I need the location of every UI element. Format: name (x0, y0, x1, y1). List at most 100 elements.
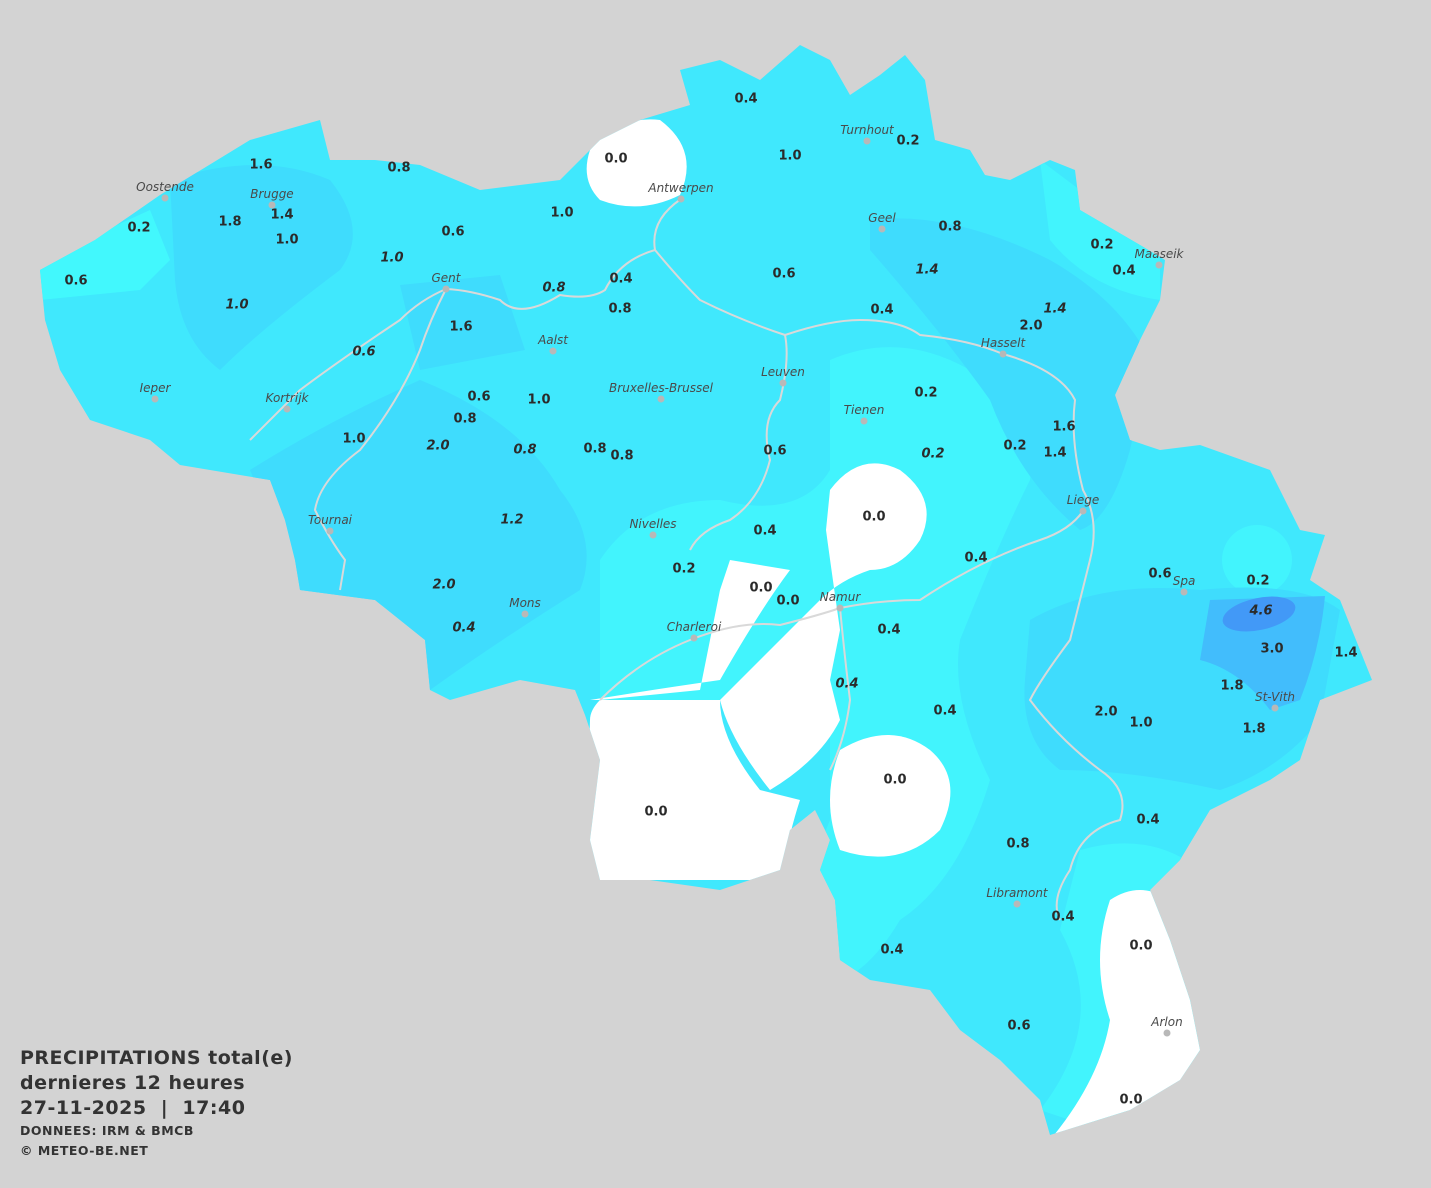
legend-datetime: 27-11-2025 | 17:40 (20, 1097, 246, 1119)
zone-light (1040, 160, 1160, 300)
station-value: 1.0 (275, 232, 299, 248)
city-marker (878, 225, 886, 233)
city-marker (326, 527, 334, 535)
map-legend: PRECIPITATIONS total(e) dernieres 12 heu… (20, 1046, 293, 1161)
city-label: Brugge (250, 187, 294, 201)
station-value: 0.4 (1112, 263, 1136, 279)
station-value: 0.2 (672, 561, 696, 577)
city-marker (442, 285, 450, 293)
station-value: 0.4 (880, 942, 904, 958)
station-value: 0.4 (1051, 909, 1075, 925)
station-value: 2.0 (1094, 704, 1118, 720)
station-value: 1.0 (342, 431, 366, 447)
station-value: 0.8 (583, 441, 607, 457)
station-value: 1.8 (218, 214, 242, 230)
zone-medium (870, 218, 1150, 531)
station-value: 1.0 (527, 392, 551, 408)
station-value: 0.8 (938, 219, 962, 235)
city-marker (151, 395, 159, 403)
station-value: 0.6 (64, 273, 88, 289)
station-value: 0.4 (964, 550, 988, 566)
city-label: Ieper (139, 381, 171, 395)
station-value: 0.2 (1246, 573, 1270, 589)
city-label: St-Vith (1254, 690, 1296, 704)
city-label: Hasselt (980, 336, 1026, 350)
zone-medium (170, 165, 353, 370)
station-value: 0.4 (753, 523, 777, 539)
city-marker (836, 604, 844, 612)
city-label: Maaseik (1134, 247, 1184, 261)
station-value: 0.2 (914, 385, 938, 401)
station-value: 0.8 (513, 442, 537, 458)
city-label: Libramont (986, 886, 1048, 900)
city-marker (1163, 1029, 1171, 1037)
zone-zero (586, 119, 687, 207)
station-value: 0.4 (835, 676, 859, 692)
city-label: Geel (868, 211, 896, 225)
city-marker (677, 195, 685, 203)
rivers (249, 198, 1124, 921)
station-value: 3.0 (1260, 641, 1284, 657)
station-value: 0.4 (877, 622, 901, 638)
station-value: 0.6 (1007, 1018, 1031, 1034)
city-marker (268, 201, 276, 209)
city-marker (1079, 507, 1087, 515)
station-value: 0.0 (1119, 1092, 1143, 1108)
city-marker (521, 610, 529, 618)
legend-source: DONNEES: IRM & BMCB (20, 1123, 194, 1138)
city-label: Kortrijk (265, 391, 309, 405)
station-value: 0.2 (1090, 237, 1114, 253)
legend-period: dernieres 12 heures (20, 1072, 246, 1094)
station-value: 0.6 (352, 344, 376, 360)
city-marker (779, 379, 787, 387)
city-marker (161, 194, 169, 202)
station-value: 1.0 (550, 205, 574, 221)
city-label: Antwerpen (648, 181, 714, 195)
station-value: 1.8 (1220, 678, 1244, 694)
city-label: Turnhout (840, 123, 894, 137)
station-value: 0.6 (467, 389, 491, 405)
city-label: Spa (1172, 574, 1196, 588)
station-value: 0.8 (453, 411, 477, 427)
city-label: Namur (819, 590, 861, 604)
station-value: 0.8 (608, 301, 632, 317)
station-value: 0.0 (862, 509, 886, 525)
station-value: 2.0 (426, 438, 450, 454)
city-marker (1155, 261, 1163, 269)
city-marker (1271, 704, 1279, 712)
legend-copyright: © METEO-BE.NET (20, 1143, 149, 1158)
city-marker (1180, 588, 1188, 596)
city-label: Gent (431, 271, 461, 285)
station-value: 1.8 (1242, 721, 1266, 737)
station-value: 0.4 (734, 91, 758, 107)
station-value: 1.2 (500, 512, 524, 528)
city-marker (863, 137, 871, 145)
station-value: 0.8 (1006, 836, 1030, 852)
station-value: 0.0 (749, 580, 773, 596)
zone-zero (585, 560, 800, 880)
station-value: 0.6 (772, 266, 796, 282)
city-label: Tienen (843, 403, 885, 417)
zone-max (1222, 596, 1296, 632)
city-label: Charleroi (666, 620, 722, 634)
zone-light (1222, 525, 1292, 595)
station-value: 0.0 (1129, 938, 1153, 954)
station-value: 0.4 (609, 271, 633, 287)
station-value: 0.2 (1003, 438, 1027, 454)
city-label: Mons (509, 596, 541, 610)
city-marker (1013, 900, 1021, 908)
station-value: 0.0 (604, 151, 628, 167)
station-value: 0.4 (1136, 812, 1160, 828)
station-value: 0.8 (387, 160, 411, 176)
station-value: 2.0 (432, 577, 456, 593)
station-value: 1.0 (380, 250, 404, 266)
station-value: 2.0 (1019, 318, 1043, 334)
zone-zero (1050, 890, 1210, 1135)
station-value: 1.0 (225, 297, 249, 313)
city-marker (549, 347, 557, 355)
station-value: 0.4 (933, 703, 957, 719)
station-value: 0.8 (610, 448, 634, 464)
station-value: 1.4 (1043, 445, 1067, 461)
city-marker (657, 395, 665, 403)
